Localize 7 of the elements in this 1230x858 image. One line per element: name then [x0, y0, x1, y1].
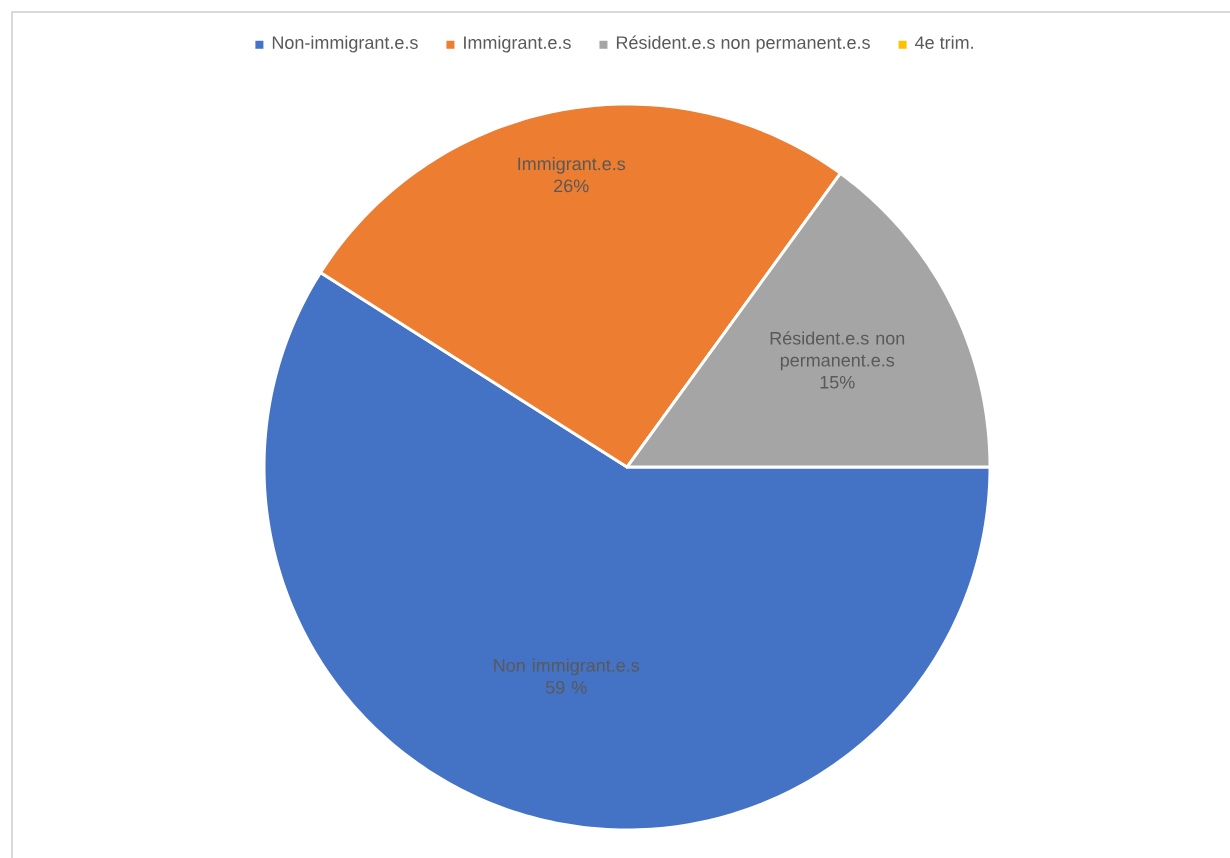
data-label: Résident.e.s non permanent.e.s 15% — [770, 331, 905, 389]
legend-label: Non-immigrant.e.s — [272, 35, 418, 53]
legend-label: Résident.e.s non permanent.e.s — [616, 35, 870, 53]
legend-label: Immigrant.e.s — [464, 35, 571, 53]
data-label: Immigrant.e.s 26% — [518, 157, 626, 193]
data-label: Non immigrant.e.s 59 % — [494, 658, 640, 694]
legend-label: 4e trim. — [915, 35, 973, 49]
